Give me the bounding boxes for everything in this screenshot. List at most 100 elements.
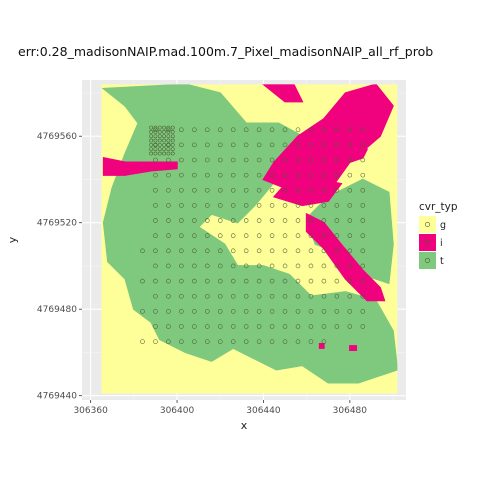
sample-point [217, 157, 223, 163]
sample-point [166, 233, 171, 238]
sample-point [269, 233, 275, 238]
sample-point [321, 278, 327, 284]
sample-point [149, 130, 153, 134]
sample-point [205, 233, 210, 238]
sample-point [308, 263, 314, 269]
sample-point [166, 203, 171, 208]
sample-point [166, 127, 171, 133]
sample-point [334, 278, 340, 284]
raster-layer [101, 84, 398, 394]
sample-point [192, 263, 197, 269]
sample-point [334, 263, 340, 269]
sample-point [269, 203, 275, 208]
sample-point [192, 233, 197, 238]
sample-point [205, 157, 210, 163]
sample-point [269, 218, 275, 223]
sample-point [321, 142, 327, 148]
sample-point [192, 248, 197, 254]
sample-point [269, 248, 275, 254]
sample-point [282, 142, 288, 148]
sample-point [230, 248, 236, 254]
sample-point [321, 157, 327, 163]
sample-point [295, 233, 301, 238]
sample-point [360, 263, 366, 269]
sample-point [308, 172, 314, 178]
sample-point [205, 203, 210, 208]
sample-point [179, 309, 184, 314]
sample-point [192, 203, 197, 208]
sample-point [192, 187, 197, 193]
raster-region-i [349, 345, 358, 352]
sample-point [295, 263, 301, 269]
sample-point [295, 278, 301, 284]
sample-point [269, 172, 275, 178]
sample-point [217, 309, 223, 314]
sample-point [308, 187, 314, 193]
sample-point [256, 309, 262, 314]
sample-point [321, 263, 327, 269]
sample-point [205, 309, 210, 314]
sample-point [153, 309, 158, 314]
sample-point [157, 125, 162, 130]
sample-point [166, 218, 171, 223]
x-axis: 306360 306400 306440 306480 [73, 400, 367, 416]
sample-point [243, 309, 249, 314]
sample-point [243, 157, 249, 163]
sample-point [230, 263, 236, 269]
sample-point [243, 324, 249, 329]
sample-point [256, 187, 262, 193]
sample-point [153, 233, 158, 238]
sample-points [140, 125, 366, 344]
sample-point [192, 142, 197, 148]
sample-point [162, 138, 166, 143]
sample-point [360, 218, 366, 223]
sample-point [308, 218, 314, 223]
sample-point [153, 172, 158, 178]
sample-point [334, 187, 340, 193]
sample-point [321, 127, 327, 133]
sample-point [360, 309, 366, 314]
sample-point [166, 142, 171, 147]
sample-point [243, 263, 249, 269]
sample-point [166, 142, 171, 148]
sample-point [170, 147, 175, 152]
sample-point [256, 157, 262, 163]
sample-point [256, 172, 262, 178]
sample-point [153, 134, 158, 139]
sample-point [360, 293, 366, 299]
sample-point [153, 142, 158, 147]
sample-point [192, 218, 197, 223]
sample-point [166, 263, 171, 269]
sample-point [243, 233, 249, 238]
sample-point [162, 134, 166, 139]
sample-point [308, 157, 314, 163]
sample-point [230, 172, 236, 178]
x-axis-title: x [241, 419, 248, 432]
sample-point [347, 248, 353, 254]
legend-key-g [419, 216, 436, 233]
sample-point [170, 130, 175, 134]
sample-point [347, 203, 353, 208]
sample-point [360, 203, 366, 208]
sample-point [179, 324, 184, 329]
sample-point [347, 157, 353, 163]
sample-point [295, 248, 301, 254]
sample-point [282, 203, 288, 208]
sample-point [360, 248, 366, 254]
sample-point [269, 293, 275, 299]
sample-point [347, 187, 353, 193]
sample-point [282, 324, 288, 329]
sample-point [243, 203, 249, 208]
sample-point [153, 142, 158, 148]
sample-point [282, 157, 288, 163]
sample-point [347, 218, 353, 223]
sample-point [295, 218, 301, 223]
sample-point [308, 203, 314, 208]
sample-point [295, 142, 301, 148]
legend: cvr_typ git [419, 201, 458, 269]
sample-point [166, 293, 171, 299]
sample-point [149, 147, 153, 152]
sample-point [166, 151, 171, 156]
sample-point [321, 218, 327, 223]
